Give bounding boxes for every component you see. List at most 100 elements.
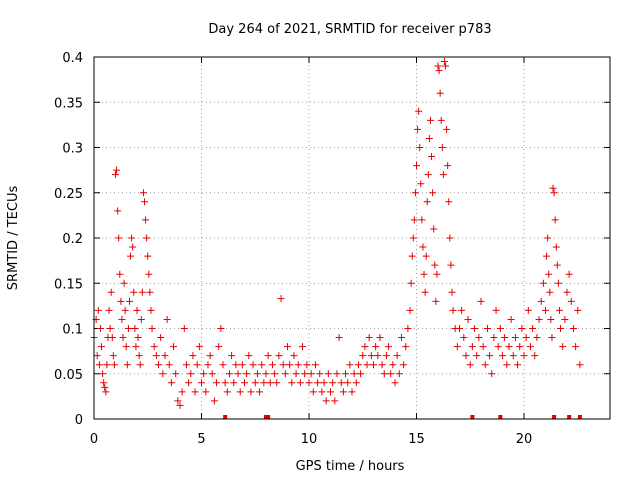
data-point: [391, 379, 399, 387]
data-point: [440, 58, 448, 66]
data-point: [522, 334, 530, 342]
data-point: [94, 306, 102, 314]
data-point: [133, 306, 141, 314]
data-point: [178, 388, 186, 396]
data-point: [155, 361, 162, 369]
x-axis-label: GPS time / hours: [296, 459, 405, 474]
data-point: [365, 334, 373, 342]
data-point: [348, 388, 356, 396]
data-point: [206, 352, 214, 360]
data-point: [327, 388, 334, 396]
data-point: [505, 343, 513, 351]
chart-title: Day 264 of 2021, SRMTID for receiver p78…: [208, 22, 491, 37]
data-point: [436, 89, 444, 97]
data-point: [118, 315, 126, 323]
data-point: [132, 343, 140, 351]
data-point: [393, 352, 401, 360]
data-point: [230, 379, 238, 387]
data-point: [170, 343, 178, 351]
data-point: [524, 306, 532, 314]
data-point: [324, 370, 332, 378]
data-point: [258, 361, 266, 369]
data-point: [193, 361, 201, 369]
data-point: [221, 379, 229, 387]
data-point: [95, 361, 103, 369]
data-point: [415, 107, 423, 115]
data-point: [286, 361, 294, 369]
data-point: [419, 243, 427, 251]
data-point: [123, 361, 131, 369]
data-point: [400, 361, 408, 369]
data-point: [433, 270, 441, 278]
data-point: [503, 361, 511, 369]
data-point: [146, 288, 154, 296]
data-point: [569, 325, 577, 332]
data-point: [464, 315, 472, 323]
data-point: [423, 198, 431, 206]
data-point: [544, 234, 552, 242]
data-point: [202, 388, 210, 396]
data-point: [559, 343, 567, 351]
data-point: [448, 288, 456, 296]
data-point: [200, 370, 208, 378]
data-point: [113, 166, 121, 174]
data-point: [143, 234, 151, 242]
data-point: [180, 325, 188, 332]
data-point: [431, 261, 439, 269]
data-point: [426, 116, 434, 124]
x-tick-label: 20: [516, 432, 533, 447]
data-point: [370, 361, 377, 369]
data-point: [372, 343, 380, 351]
data-point: [499, 352, 506, 360]
data-point: [424, 171, 432, 179]
data-point: [335, 334, 343, 342]
data-point: [217, 325, 225, 332]
data-point: [443, 125, 451, 133]
data-point: [232, 361, 240, 369]
data-point: [439, 171, 447, 179]
data-point: [125, 297, 133, 305]
data-point: [225, 370, 233, 378]
data-point: [182, 361, 190, 369]
data-point: [316, 370, 324, 378]
data-point: [413, 162, 420, 170]
data-point: [147, 306, 155, 314]
data-point: [397, 334, 405, 342]
data-point: [395, 370, 403, 378]
data-point: [359, 352, 367, 360]
data-point: [446, 234, 454, 242]
data-point: [292, 370, 300, 378]
data-point: [198, 379, 205, 387]
data-point: [241, 379, 248, 387]
data-point: [411, 189, 419, 197]
data-point: [223, 388, 231, 396]
data-point: [428, 153, 436, 161]
x-tick-label: 5: [197, 432, 205, 447]
data-point: [376, 334, 384, 342]
data-point: [101, 383, 109, 391]
data-point: [129, 243, 137, 251]
data-point: [402, 343, 410, 351]
data-point: [574, 306, 582, 314]
data-point: [494, 343, 502, 351]
data-point: [288, 379, 296, 387]
data-point: [363, 361, 371, 369]
data-point: [305, 379, 313, 387]
data-point: [567, 297, 575, 305]
data-point: [382, 352, 390, 360]
data-point: [432, 297, 440, 305]
data-point: [535, 315, 543, 323]
data-point: [311, 361, 319, 369]
data-point: [361, 343, 369, 351]
data-point: [496, 325, 504, 332]
data-point: [462, 352, 470, 360]
x-tick-label: 15: [408, 432, 425, 447]
data-point: [228, 352, 236, 360]
data-point: [460, 334, 468, 342]
data-point: [296, 379, 304, 387]
data-point: [453, 343, 461, 351]
data-point: [557, 325, 565, 332]
y-axis-label: SRMTID / TECUs: [6, 186, 21, 291]
data-point: [145, 270, 153, 278]
data-point: [167, 379, 175, 387]
